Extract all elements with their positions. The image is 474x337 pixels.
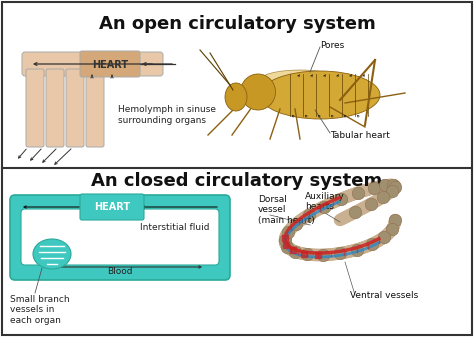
Text: Small branch
vessels in
each organ: Small branch vessels in each organ (10, 295, 70, 325)
FancyBboxPatch shape (66, 69, 84, 147)
Text: An closed circulatory system: An closed circulatory system (91, 172, 383, 190)
Ellipse shape (225, 83, 247, 111)
Text: Hemolymph in sinuse
surrounding organs: Hemolymph in sinuse surrounding organs (118, 105, 216, 125)
Ellipse shape (260, 70, 340, 90)
FancyBboxPatch shape (21, 209, 219, 265)
Text: HEART: HEART (92, 60, 128, 70)
Ellipse shape (260, 71, 380, 119)
Text: Auxiliary
hearts: Auxiliary hearts (305, 192, 345, 211)
Text: Ventral vessels: Ventral vessels (350, 290, 418, 300)
FancyBboxPatch shape (46, 69, 64, 147)
FancyBboxPatch shape (80, 51, 140, 77)
FancyBboxPatch shape (22, 52, 163, 76)
FancyBboxPatch shape (86, 69, 104, 147)
Text: HEART: HEART (94, 202, 130, 212)
Text: Pores: Pores (320, 40, 344, 50)
Text: An open circulatory system: An open circulatory system (99, 15, 375, 33)
FancyBboxPatch shape (26, 69, 44, 147)
Text: Blood: Blood (107, 267, 133, 276)
Text: Interstitial fluid: Interstitial fluid (140, 223, 210, 233)
Ellipse shape (240, 74, 275, 110)
FancyBboxPatch shape (10, 195, 230, 280)
Text: Tabular heart: Tabular heart (330, 130, 390, 140)
Text: Dorsal
vessel
(main heart): Dorsal vessel (main heart) (258, 195, 315, 225)
Ellipse shape (33, 239, 71, 269)
FancyBboxPatch shape (80, 194, 144, 220)
